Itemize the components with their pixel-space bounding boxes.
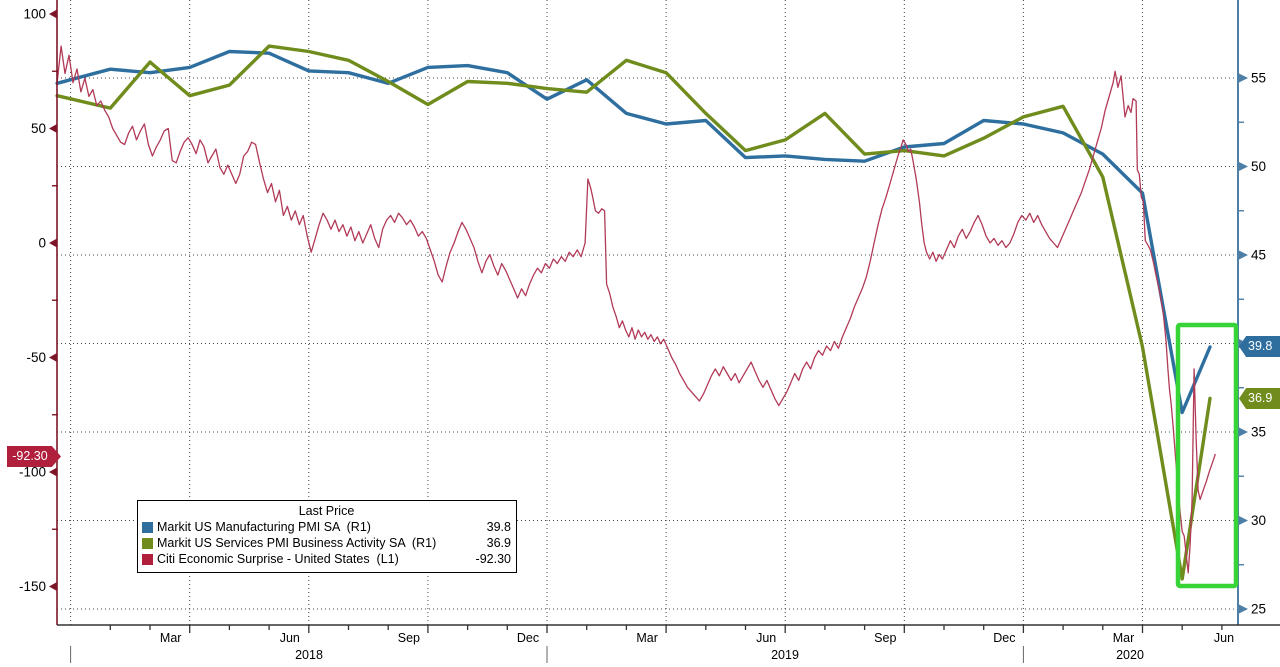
legend-value: 36.9: [486, 536, 511, 550]
month-label: Mar: [1113, 631, 1135, 645]
year-label: 2020: [1116, 648, 1144, 662]
left-axis-tick-arrow: [49, 9, 57, 19]
left-axis-label: -50: [26, 350, 46, 365]
left-axis-tick-arrow: [49, 124, 57, 133]
series-citi-line: [56, 45, 1216, 574]
year-label: 2019: [771, 648, 799, 662]
series-services-line: [55, 44, 1212, 581]
right-axis-tick-arrow: [1239, 516, 1248, 525]
left-axis-tick-arrow: [49, 353, 57, 362]
legend-row-services[interactable]: Markit US Services PMI Business Activity…: [142, 535, 511, 551]
left-axis-label: 50: [31, 121, 46, 136]
month-label: Jun: [280, 631, 300, 645]
month-label: Sep: [874, 631, 896, 645]
right-axis-label: 45: [1251, 248, 1266, 263]
month-label: Jun: [756, 631, 776, 645]
right-axis-label: 30: [1251, 513, 1266, 528]
month-label: Mar: [160, 631, 182, 645]
month-label: Mar: [636, 631, 658, 645]
services-last-price-badge: 36.9: [1239, 388, 1280, 409]
left-axis-tick-arrow: [49, 238, 57, 248]
right-axis-tick-arrow: [1239, 427, 1248, 437]
left-axis-tick-arrow: [49, 582, 57, 591]
legend-value: -92.30: [475, 552, 511, 566]
legend-row-manufacturing[interactable]: Markit US Manufacturing PMI SA (R1) 39.8: [142, 519, 511, 535]
legend-label: Markit US Manufacturing PMI SA (R1): [157, 520, 371, 534]
highlight-box: [1175, 322, 1239, 589]
legend-box: Last Price Markit US Manufacturing PMI S…: [137, 500, 517, 573]
manufacturing-last-price-badge: 39.8: [1239, 336, 1280, 357]
year-label: 2018: [295, 648, 323, 662]
right-axis-label: 55: [1251, 71, 1266, 86]
right-axis-label: 50: [1251, 159, 1266, 174]
legend-row-citi[interactable]: Citi Economic Surprise - United States (…: [142, 551, 511, 567]
series-manufacturing-line: [55, 49, 1212, 415]
left-axis-label: 100: [23, 7, 46, 22]
services-series-swatch: [142, 537, 153, 549]
month-label: Dec: [993, 631, 1015, 645]
legend-title: Last Price: [298, 504, 355, 518]
month-label: Dec: [517, 631, 539, 645]
legend-value: 39.8: [486, 520, 511, 534]
citi-series-swatch: [142, 553, 153, 565]
left-axis-label: -100: [19, 465, 46, 480]
left-axis-tick-arrow: [49, 467, 57, 477]
right-axis-label: 35: [1251, 425, 1266, 440]
left-axis-label: 0: [38, 236, 46, 251]
right-axis-label: 25: [1251, 602, 1266, 617]
month-label: Jun: [1214, 631, 1234, 645]
manufacturing-series-swatch: [142, 521, 153, 533]
right-axis-tick-arrow: [1239, 73, 1248, 83]
month-label: Sep: [398, 631, 420, 645]
legend-label: Markit US Services PMI Business Activity…: [157, 536, 437, 550]
legend-label: Citi Economic Surprise - United States (…: [157, 552, 399, 566]
citi-surprise-last-price-badge: -92.30: [7, 446, 61, 467]
right-axis-tick-arrow: [1239, 250, 1248, 260]
right-axis-tick-arrow: [1239, 162, 1248, 171]
right-axis-tick-arrow: [1239, 604, 1248, 614]
left-axis-label: -150: [19, 579, 46, 594]
